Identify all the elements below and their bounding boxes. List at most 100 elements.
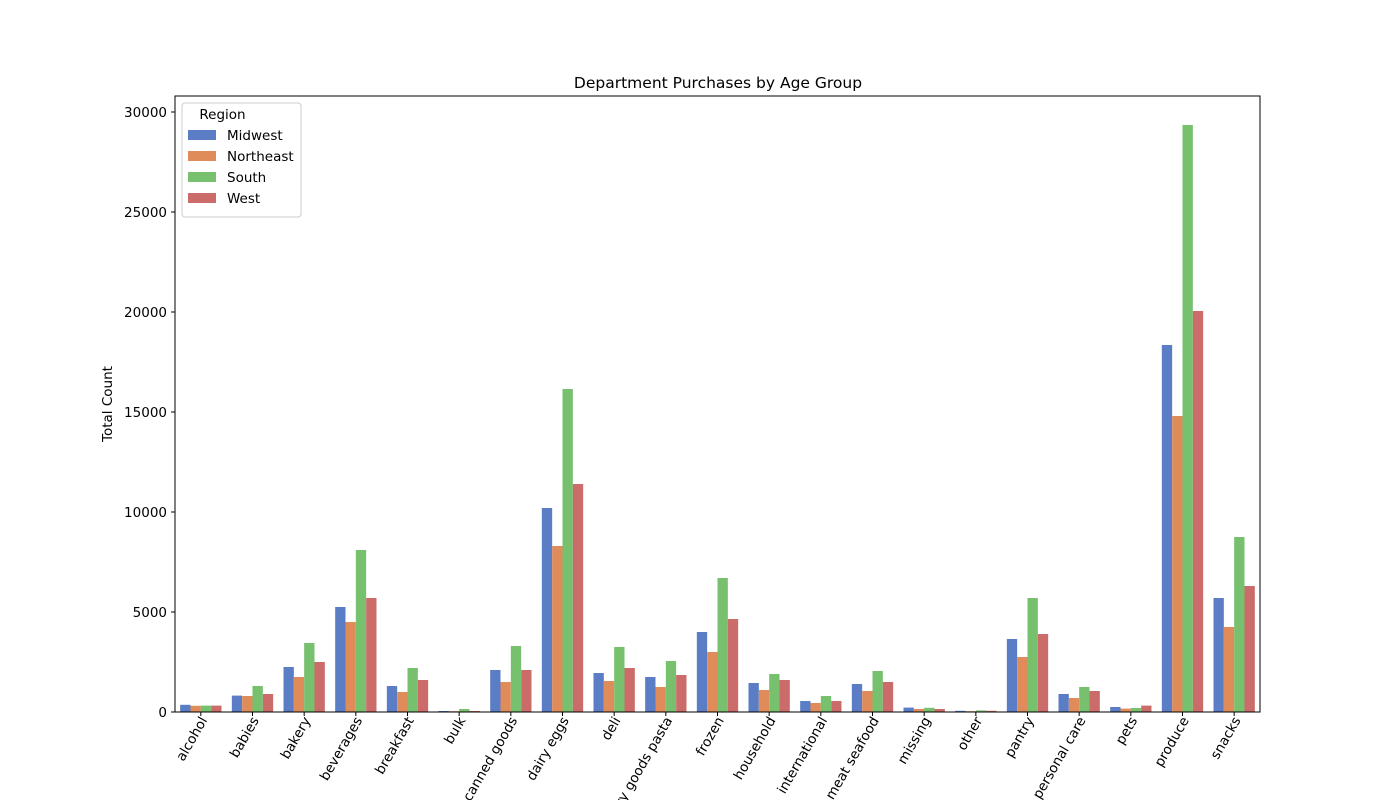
bar-south-pantry [1027,598,1038,712]
bar-midwest-international [800,701,811,712]
bar-northeast-babies [242,696,253,712]
bar-south-babies [252,686,263,712]
chart-title: Department Purchases by Age Group [574,74,862,92]
bar-midwest-babies [231,695,243,712]
bar-south-breakfast [407,668,418,712]
bar-south-bulk [459,709,470,712]
bar-south-deli [614,647,625,712]
bar-south-dairy-eggs [562,389,573,712]
bar-west-deli [624,668,635,712]
bars-layer [180,125,1255,712]
bar-south-pets [1130,708,1142,712]
y-tick-label: 15000 [124,405,167,421]
bar-northeast-dry-goods-pasta [655,687,666,712]
bar-midwest-beverages [335,607,346,712]
bar-west-dry-goods-pasta [676,675,687,712]
bar-south-meat-seafood [872,671,883,712]
bar-west-missing [934,709,945,712]
legend-swatch-northeast [188,151,216,161]
legend-swatch-midwest [188,130,216,140]
bar-northeast-international [810,703,821,712]
bar-northeast-frozen [707,652,718,712]
legend: Region Midwest Northeast South West [181,102,302,218]
bar-northeast-canned-goods [500,682,511,712]
bar-northeast-produce [1172,416,1183,712]
bar-midwest-produce [1161,345,1173,712]
bar-south-snacks [1234,537,1245,712]
y-axis-label: Total Count [100,366,116,443]
bar-south-household [769,674,780,712]
bar-south-international [820,696,832,712]
bar-midwest-meat-seafood [851,684,863,712]
bar-west-pantry [1037,634,1049,712]
y-tick-label: 25000 [124,205,167,221]
legend-swatch-south [188,172,216,182]
bar-south-missing [924,707,935,712]
bar-midwest-household [748,683,759,712]
bar-northeast-breakfast [397,692,408,712]
bar-west-meat-seafood [882,682,894,712]
bar-south-canned-goods [510,646,522,712]
bar-west-other [986,710,997,712]
bar-south-frozen [717,578,728,712]
bar-south-produce [1182,125,1193,712]
bar-northeast-household [758,690,770,712]
legend-label-northeast: Northeast [227,149,294,165]
bar-northeast-personal-care [1068,698,1080,712]
bar-west-beverages [366,598,377,712]
bar-west-babies [262,694,274,712]
bar-south-dry-goods-pasta [665,661,677,712]
bar-midwest-missing [903,707,914,712]
bar-northeast-bakery [293,677,305,712]
bar-west-snacks [1244,586,1255,712]
bar-south-personal-care [1079,687,1090,712]
bar-south-other [975,710,987,712]
bar-midwest-breakfast [386,686,398,712]
bar-west-produce [1192,311,1204,712]
y-tick-label: 0 [158,705,167,721]
bar-west-dairy-eggs [572,484,584,712]
bar-south-beverages [355,550,367,712]
legend-label-midwest: Midwest [227,128,283,144]
legend-title: Region [199,107,245,123]
y-tick-label: 20000 [124,305,167,321]
bar-northeast-meat-seafood [862,691,873,712]
bar-midwest-deli [593,673,604,712]
bar-south-alcohol [200,705,212,712]
bar-northeast-pets [1120,708,1131,712]
bar-midwest-alcohol [180,704,191,712]
bar-northeast-snacks [1223,627,1235,712]
bar-west-international [831,701,842,712]
legend-label-south: South [227,170,266,186]
legend-swatch-west [188,193,216,203]
legend-label-west: West [227,191,260,207]
bar-midwest-pets [1110,707,1121,712]
bar-midwest-other [955,710,966,712]
bar-northeast-alcohol [190,705,201,712]
y-tick-label: 5000 [133,605,167,621]
bar-midwest-canned-goods [490,670,501,712]
bar-west-pets [1141,705,1152,712]
bar-midwest-snacks [1213,598,1224,712]
y-tick-label: 10000 [124,505,167,521]
bar-south-bakery [304,643,315,712]
bar-midwest-bakery [283,667,294,712]
bar-northeast-missing [913,709,925,712]
bar-west-canned-goods [521,670,532,712]
bar-west-personal-care [1089,691,1100,712]
bar-midwest-dairy-eggs [541,508,553,712]
bar-west-alcohol [211,705,222,712]
bar-midwest-dry-goods-pasta [645,677,656,712]
bar-northeast-pantry [1017,657,1028,712]
bar-midwest-frozen [696,632,708,712]
bar-northeast-dairy-eggs [552,546,563,712]
bar-northeast-deli [603,681,615,712]
bar-midwest-pantry [1006,639,1018,712]
bar-midwest-personal-care [1058,694,1069,712]
bar-northeast-beverages [345,622,356,712]
bar-west-household [779,680,790,712]
bar-west-breakfast [417,680,429,712]
bar-west-frozen [727,619,739,712]
